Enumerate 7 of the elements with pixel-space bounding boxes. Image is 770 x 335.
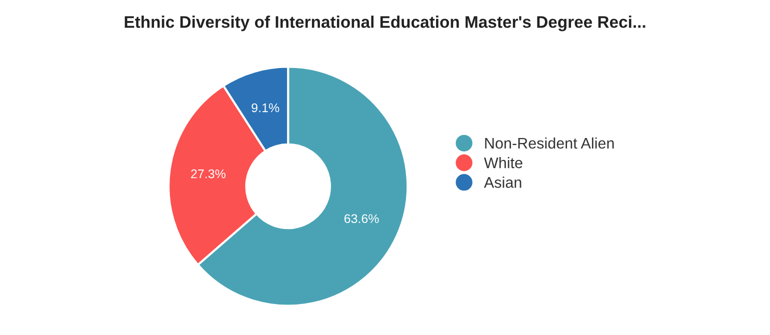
legend-label: White [484,157,522,168]
legend-label: Asian [484,176,522,188]
legend-label: Non-Resident Alien [485,137,614,149]
data-label: 63.6% [344,214,379,224]
chart-title: Ethnic Diversity of International Education Master's Degree Reci... [124,16,646,32]
data-label: 9.1% [252,103,280,112]
data-label: 27.3% [191,169,226,178]
